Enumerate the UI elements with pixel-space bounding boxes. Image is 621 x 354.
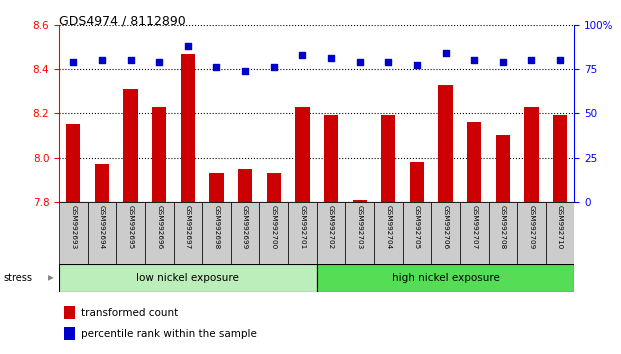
- Bar: [553, 115, 567, 202]
- Text: GSM992702: GSM992702: [328, 205, 334, 249]
- Text: GSM992693: GSM992693: [70, 205, 76, 249]
- Bar: [64, 307, 76, 319]
- Text: GSM992694: GSM992694: [99, 205, 105, 249]
- Point: [527, 57, 537, 63]
- Bar: [317, 202, 345, 264]
- Text: GSM992699: GSM992699: [242, 205, 248, 249]
- Point: [441, 50, 451, 56]
- Point: [555, 57, 565, 63]
- Bar: [260, 202, 288, 264]
- Bar: [59, 264, 317, 292]
- Point: [498, 59, 508, 65]
- Text: percentile rank within the sample: percentile rank within the sample: [81, 329, 256, 338]
- Text: stress: stress: [3, 273, 32, 283]
- Bar: [353, 200, 367, 202]
- Text: GSM992703: GSM992703: [356, 205, 363, 249]
- Bar: [266, 173, 281, 202]
- Text: GSM992704: GSM992704: [385, 205, 391, 249]
- Text: high nickel exposure: high nickel exposure: [392, 273, 499, 283]
- Bar: [431, 202, 460, 264]
- Bar: [467, 122, 481, 202]
- Point: [355, 59, 365, 65]
- Bar: [202, 202, 231, 264]
- Bar: [59, 202, 88, 264]
- Point: [125, 57, 135, 63]
- Bar: [460, 202, 489, 264]
- Text: GSM992708: GSM992708: [500, 205, 506, 249]
- Bar: [209, 173, 224, 202]
- Bar: [145, 202, 173, 264]
- Point: [212, 64, 222, 70]
- Point: [412, 63, 422, 68]
- Bar: [288, 202, 317, 264]
- Bar: [381, 115, 396, 202]
- Bar: [496, 136, 510, 202]
- Text: GSM992705: GSM992705: [414, 205, 420, 249]
- Point: [297, 52, 307, 58]
- Text: GSM992696: GSM992696: [156, 205, 162, 249]
- Text: GSM992700: GSM992700: [271, 205, 277, 249]
- Text: GSM992695: GSM992695: [127, 205, 134, 249]
- Bar: [95, 164, 109, 202]
- Point: [68, 59, 78, 65]
- Bar: [317, 264, 574, 292]
- Bar: [546, 202, 574, 264]
- Bar: [64, 327, 76, 340]
- Text: GDS4974 / 8112890: GDS4974 / 8112890: [59, 14, 186, 27]
- Bar: [66, 124, 81, 202]
- Text: GSM992709: GSM992709: [528, 205, 535, 249]
- Text: GSM992707: GSM992707: [471, 205, 477, 249]
- Text: GSM992697: GSM992697: [185, 205, 191, 249]
- Text: GSM992701: GSM992701: [299, 205, 306, 249]
- Point: [97, 57, 107, 63]
- Text: low nickel exposure: low nickel exposure: [137, 273, 239, 283]
- Bar: [517, 202, 546, 264]
- Bar: [374, 202, 402, 264]
- Text: GSM992706: GSM992706: [443, 205, 448, 249]
- Bar: [438, 85, 453, 202]
- Bar: [295, 107, 309, 202]
- Text: transformed count: transformed count: [81, 308, 178, 318]
- Bar: [124, 89, 138, 202]
- Point: [240, 68, 250, 74]
- Text: GSM992710: GSM992710: [557, 205, 563, 249]
- Bar: [181, 53, 195, 202]
- Point: [383, 59, 393, 65]
- Point: [154, 59, 164, 65]
- Text: GSM992698: GSM992698: [214, 205, 219, 249]
- Point: [469, 57, 479, 63]
- Bar: [152, 107, 166, 202]
- Bar: [231, 202, 260, 264]
- Bar: [324, 115, 338, 202]
- Bar: [116, 202, 145, 264]
- Bar: [88, 202, 116, 264]
- Point: [326, 56, 336, 61]
- Bar: [410, 162, 424, 202]
- Point: [183, 43, 193, 49]
- Bar: [345, 202, 374, 264]
- Bar: [524, 107, 538, 202]
- Bar: [489, 202, 517, 264]
- Bar: [238, 169, 252, 202]
- Bar: [173, 202, 202, 264]
- Point: [269, 64, 279, 70]
- Bar: [402, 202, 431, 264]
